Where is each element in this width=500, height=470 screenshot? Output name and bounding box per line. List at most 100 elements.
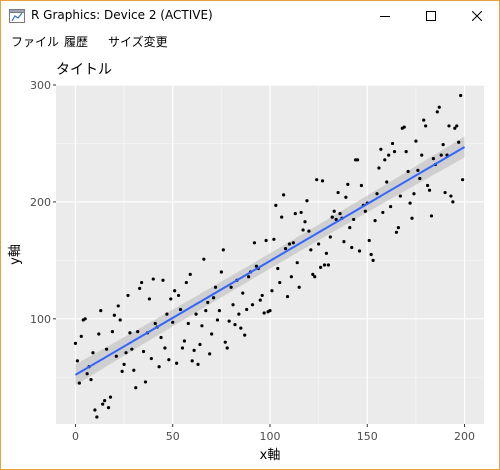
data-point <box>352 217 356 222</box>
data-point <box>93 408 97 412</box>
data-point <box>309 248 313 252</box>
data-point <box>392 150 397 154</box>
minimize-icon <box>380 16 390 17</box>
data-point <box>89 377 93 382</box>
data-point <box>435 110 439 114</box>
data-point <box>268 309 272 313</box>
data-point <box>348 226 352 230</box>
close-button[interactable] <box>454 1 499 31</box>
data-point <box>443 190 447 195</box>
data-point <box>186 321 190 326</box>
data-point <box>387 153 391 157</box>
grid-major <box>56 84 484 424</box>
data-point <box>184 280 188 285</box>
data-point <box>227 319 231 323</box>
data-point <box>305 199 309 203</box>
data-point <box>285 294 290 299</box>
y-axis-label: y軸 <box>8 244 23 265</box>
data-point <box>213 285 218 289</box>
data-point <box>210 332 214 336</box>
data-point <box>457 140 461 144</box>
data-point <box>276 266 280 271</box>
data-point <box>202 257 206 261</box>
data-point <box>439 153 443 157</box>
data-point <box>91 351 95 355</box>
data-point <box>332 209 336 213</box>
data-point <box>173 289 177 293</box>
data-point <box>180 346 185 350</box>
data-point <box>163 346 167 350</box>
menu-bar: ファイル 履歴 サイズ変更 <box>1 31 499 51</box>
data-point <box>410 216 414 220</box>
data-point <box>414 139 418 143</box>
data-point <box>225 346 229 350</box>
data-point <box>390 141 395 146</box>
data-point <box>110 330 115 334</box>
data-point <box>346 182 350 186</box>
minimize-button[interactable] <box>362 1 408 31</box>
data-point <box>77 381 81 385</box>
data-point <box>459 93 463 98</box>
maximize-button[interactable] <box>408 1 454 31</box>
y-tick-label: 300 <box>30 79 51 92</box>
x-tick-label: 200 <box>454 430 475 443</box>
data-point <box>169 297 173 301</box>
data-point <box>245 307 249 312</box>
close-icon <box>472 11 482 21</box>
menu-history[interactable]: 履歴 <box>64 35 89 49</box>
scatter-points <box>73 93 465 419</box>
data-point <box>176 293 181 298</box>
data-point <box>422 118 426 122</box>
x-tick-label: 100 <box>260 430 281 443</box>
data-point <box>217 309 222 313</box>
data-point <box>385 180 389 184</box>
plot-title: タイトル <box>56 62 112 78</box>
data-point <box>126 293 130 298</box>
data-point <box>336 190 340 195</box>
data-point <box>328 235 332 239</box>
x-axis-label: x軸 <box>260 448 281 463</box>
data-point <box>116 304 120 308</box>
plot-canvas: 0 50 100 150 200 100 200 300 タイトル x軸 y軸 <box>1 52 499 469</box>
x-tick-label: 50 <box>166 430 180 443</box>
data-point <box>330 215 334 219</box>
data-point <box>371 258 375 262</box>
data-point <box>112 313 116 317</box>
data-point <box>171 320 175 324</box>
data-point <box>252 241 257 245</box>
data-point <box>418 176 422 181</box>
title-bar[interactable]: R Graphics: Device 2 (ACTIVE) <box>1 1 499 31</box>
data-point <box>350 245 354 250</box>
data-point <box>151 277 155 281</box>
data-point <box>320 179 325 183</box>
menu-file[interactable]: ファイル <box>11 35 60 49</box>
data-point <box>130 347 134 351</box>
data-point <box>451 200 455 204</box>
data-point <box>122 362 126 366</box>
data-point <box>120 369 124 373</box>
data-point <box>196 362 200 366</box>
data-point <box>141 349 146 354</box>
data-point <box>106 406 111 410</box>
data-point <box>250 303 255 307</box>
data-point <box>334 217 338 222</box>
data-point <box>301 228 305 232</box>
data-point <box>204 309 208 313</box>
y-tick-label: 200 <box>30 196 51 209</box>
data-point <box>161 278 165 282</box>
data-point <box>231 303 235 307</box>
data-point <box>449 194 453 198</box>
data-point <box>313 275 317 279</box>
data-point <box>315 178 319 182</box>
data-point <box>208 352 212 356</box>
menu-resize[interactable]: サイズ変更 <box>108 35 168 49</box>
data-point <box>206 300 210 305</box>
data-point <box>307 229 311 233</box>
data-point <box>219 270 223 274</box>
data-point <box>229 285 233 289</box>
data-point <box>461 178 465 182</box>
data-point <box>128 331 132 335</box>
data-point <box>272 237 276 241</box>
data-point <box>289 275 293 279</box>
y-axis-ticks: 100 200 300 <box>30 79 56 326</box>
